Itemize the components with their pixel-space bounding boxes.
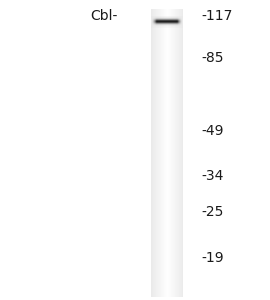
Text: Cbl-: Cbl- (90, 10, 117, 23)
Text: -25: -25 (201, 205, 224, 218)
Text: -85: -85 (201, 52, 224, 65)
Text: -34: -34 (201, 169, 224, 182)
Text: -49: -49 (201, 124, 224, 137)
Text: -19: -19 (201, 251, 224, 265)
Text: -117: -117 (201, 10, 232, 23)
